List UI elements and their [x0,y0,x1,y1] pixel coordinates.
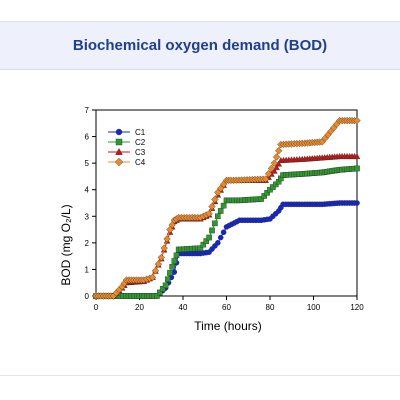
y-tick-label: 0 [85,292,90,301]
y-tick-label: 5 [85,159,90,168]
footer-divider [0,375,400,376]
y-tick-label: 3 [85,212,90,221]
legend-label: C2 [135,138,146,147]
data-point [275,147,283,155]
y-tick-label: 1 [85,265,90,274]
x-tick-label: 60 [222,303,231,312]
data-point [173,252,180,259]
data-point [353,116,361,125]
data-point [154,293,160,299]
chart-container: 0 20 40 60 80 100 120 0 1 2 3 4 5 6 7 C1 C2 C3 C4 Time (h… [0,100,400,340]
legend-item-c2: C2 [108,138,146,147]
legend-marker [115,128,123,136]
data-point [211,195,219,204]
data-point [272,153,281,161]
data-point [270,159,279,167]
data-point [217,234,224,241]
legend-label: C1 [135,128,146,137]
data-point [163,235,171,243]
y-tick-label: 6 [85,133,90,142]
data-point [197,245,204,251]
legend-label: C4 [135,158,146,167]
legend-item-c1: C1 [108,128,146,137]
data-point [157,253,165,262]
data-point [203,238,210,244]
y-axis-label: BOD (mg O₂/L) [59,204,73,285]
data-point [353,152,361,160]
data-point [258,196,265,202]
data-point [167,270,173,276]
y-tick-label: 4 [85,186,90,195]
x-tick-label: 40 [179,303,188,312]
page-header: Biochemical oxygen demand (BOD) [0,21,400,70]
series-c4 [92,116,361,300]
data-point [162,282,169,289]
data-point [261,175,270,183]
data-point [261,193,268,199]
y-tick-label: 2 [85,239,90,248]
data-point [164,276,171,282]
x-tick-label: 0 [94,303,99,312]
data-point [206,234,212,241]
legend-marker [114,157,124,167]
x-tick-label: 20 [135,303,144,312]
x-tick-label: 120 [350,303,364,312]
legend-marker [115,138,123,146]
legend-label: C3 [135,148,146,157]
x-tick-label: 100 [307,303,321,312]
data-point [209,227,215,234]
data-point [271,167,278,174]
data-point [273,164,280,171]
series-layer [92,116,361,300]
legend-item-c3: C3 [108,147,146,157]
data-point [220,229,227,236]
data-point [171,258,178,264]
legend-marker [115,147,123,155]
data-point [200,241,207,248]
data-point [151,267,160,275]
x-axis-label: Time (hours) [194,319,262,333]
data-point [354,165,360,172]
data-point [169,263,175,270]
data-point [264,190,270,196]
data-point [160,244,168,252]
data-point [267,164,276,173]
y-tick-label: 7 [85,106,90,115]
data-point [205,209,213,218]
data-point [208,202,216,211]
data-point [214,213,221,220]
x-tick-label: 80 [266,303,275,312]
legend-item-c4: C4 [108,157,146,167]
data-point [220,202,227,209]
data-point [354,200,360,206]
data-point [212,220,218,227]
data-point [159,286,166,292]
data-point [154,260,163,268]
data-point [214,240,221,246]
data-point [217,208,224,214]
data-point [156,289,163,296]
data-point [264,170,273,178]
page-title: Biochemical oxygen demand (BOD) [72,37,328,54]
data-point [148,273,157,282]
